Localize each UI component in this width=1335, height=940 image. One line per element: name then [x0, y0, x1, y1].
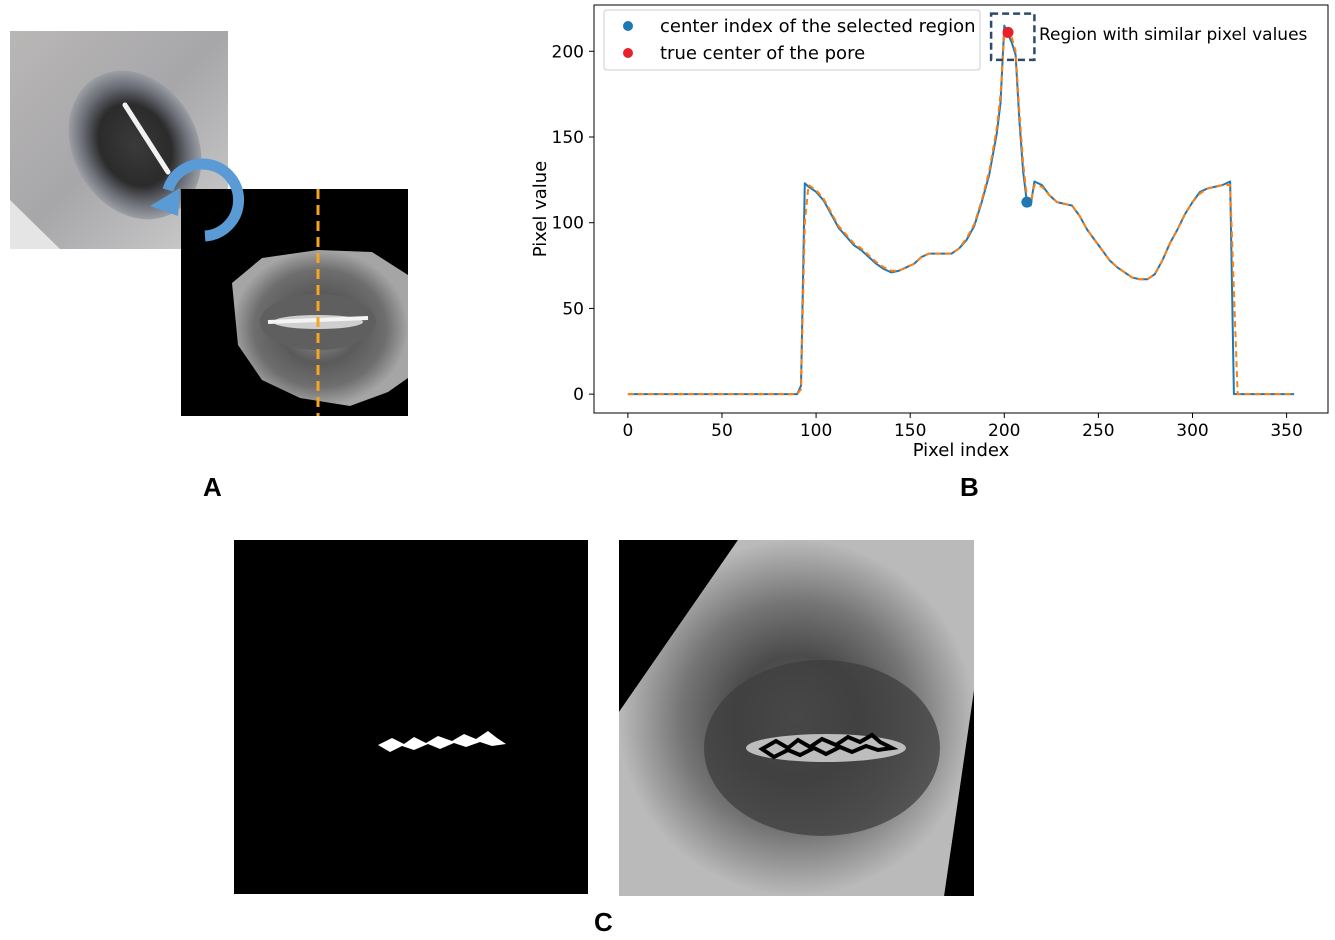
x-tick-label: 150	[894, 421, 926, 441]
x-tick-label: 0	[622, 421, 633, 441]
x-tick-label: 250	[1082, 421, 1114, 441]
x-tick-label: 100	[800, 421, 832, 441]
x-tick-label: 350	[1270, 421, 1302, 441]
y-tick-label: 200	[552, 42, 584, 62]
legend: center index of the selected region true…	[603, 9, 981, 71]
legend-marker-red	[623, 48, 633, 58]
panel-label-a: A	[203, 472, 222, 502]
y-tick-label: 150	[552, 128, 584, 148]
legend-marker-blue	[623, 21, 633, 31]
x-tick-label: 300	[1176, 421, 1208, 441]
panel-label-c: C	[594, 907, 613, 937]
rotate-counterclockwise-icon	[150, 158, 245, 242]
series-line-solid	[627, 24, 1295, 396]
y-tick-label: 50	[562, 299, 584, 319]
annotation-text: Region with similar pixel values	[1039, 25, 1308, 45]
y-axis-title: Pixel value	[530, 161, 551, 258]
segmentation-mask	[234, 540, 588, 894]
annotation-box	[989, 12, 1036, 62]
pore-photo	[10, 31, 228, 249]
y-tick-label: 0	[573, 385, 584, 405]
legend-label-selected-center: center index of the selected region	[660, 16, 976, 37]
panel-c-figure	[234, 540, 974, 896]
y-tick-label: 100	[552, 214, 584, 234]
pixel-profile-chart: 0 50 100 150 200 250 300 350 0 50 100 150 200 Pixel …	[530, 4, 1329, 461]
plot-frame	[593, 4, 1329, 414]
x-axis-title: Pixel index	[913, 440, 1010, 461]
selected-center-point	[1021, 196, 1033, 208]
panel-a-figure	[10, 31, 408, 416]
legend-label-true-center: true center of the pore	[660, 43, 865, 64]
x-tick-label: 50	[711, 421, 733, 441]
series-line-dashed	[627, 29, 1295, 396]
x-tick-label: 200	[988, 421, 1020, 441]
contour-overlay	[619, 540, 974, 896]
true-center-point	[1002, 26, 1014, 38]
rotated-pore-crop	[181, 189, 408, 416]
panel-label-b: B	[960, 472, 979, 502]
